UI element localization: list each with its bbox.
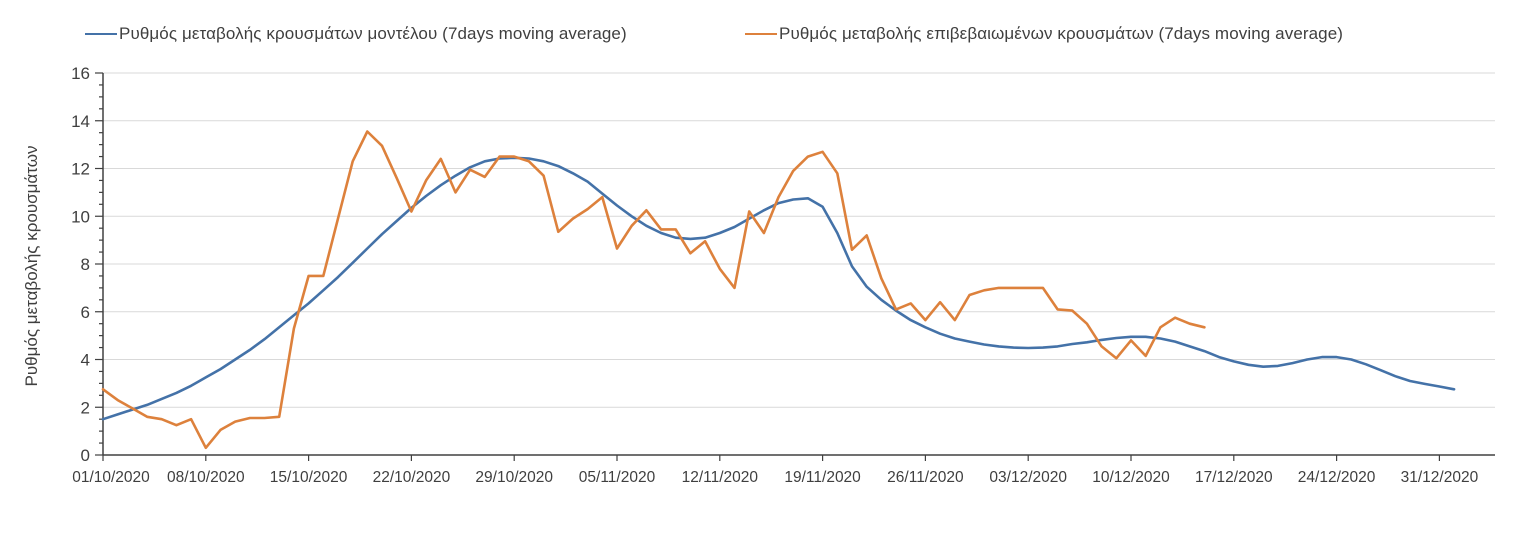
svg-text:6: 6: [81, 303, 90, 322]
svg-text:31/12/2020: 31/12/2020: [1401, 469, 1479, 486]
gridlines: [103, 72, 1495, 408]
svg-text:12/11/2020: 12/11/2020: [682, 469, 759, 486]
svg-text:22/10/2020: 22/10/2020: [373, 469, 451, 486]
svg-text:0: 0: [81, 446, 90, 465]
svg-text:8: 8: [81, 255, 90, 274]
svg-text:12: 12: [71, 160, 90, 179]
svg-text:10: 10: [71, 207, 90, 226]
svg-text:17/12/2020: 17/12/2020: [1195, 469, 1273, 486]
legend: Ρυθμός μεταβολής κρουσμάτων μοντέλου (7d…: [0, 24, 1515, 50]
svg-text:05/11/2020: 05/11/2020: [579, 469, 656, 486]
svg-text:4: 4: [81, 351, 90, 370]
svg-text:03/12/2020: 03/12/2020: [989, 469, 1067, 486]
svg-text:24/12/2020: 24/12/2020: [1298, 469, 1376, 486]
model-line-marker-icon: [85, 33, 117, 35]
x-axis-ticks: [102, 455, 1441, 461]
svg-text:16: 16: [71, 64, 90, 83]
legend-label-model: Ρυθμός μεταβολής κρουσμάτων μοντέλου (7d…: [119, 24, 627, 43]
svg-text:01/10/2020: 01/10/2020: [72, 469, 150, 486]
svg-text:14: 14: [71, 112, 90, 131]
x-axis-tick-labels: 01/10/2020 08/10/2020 15/10/2020 22/10/2020…: [72, 469, 1478, 486]
confirmed-line-marker-icon: [745, 33, 777, 35]
svg-text:10/12/2020: 10/12/2020: [1092, 469, 1170, 486]
series-line-confirmed: [101, 130, 1206, 450]
y-axis-tick-labels: 0 2 4 6 8 10 12 14 16: [71, 64, 90, 465]
svg-text:19/11/2020: 19/11/2020: [784, 469, 861, 486]
series-line-model: [101, 156, 1456, 421]
svg-text:29/10/2020: 29/10/2020: [475, 469, 553, 486]
legend-item-confirmed: Ρυθμός μεταβολής επιβεβαιωμένων κρουσμάτ…: [745, 24, 1343, 44]
y-axis-ticks: [95, 72, 103, 456]
legend-label-confirmed: Ρυθμός μεταβολής επιβεβαιωμένων κρουσμάτ…: [779, 24, 1344, 43]
svg-text:15/10/2020: 15/10/2020: [270, 469, 348, 486]
legend-item-model: Ρυθμός μεταβολής κρουσμάτων μοντέλου (7d…: [85, 24, 627, 44]
svg-text:2: 2: [81, 398, 90, 417]
svg-text:26/11/2020: 26/11/2020: [887, 469, 964, 486]
svg-text:08/10/2020: 08/10/2020: [167, 469, 245, 486]
